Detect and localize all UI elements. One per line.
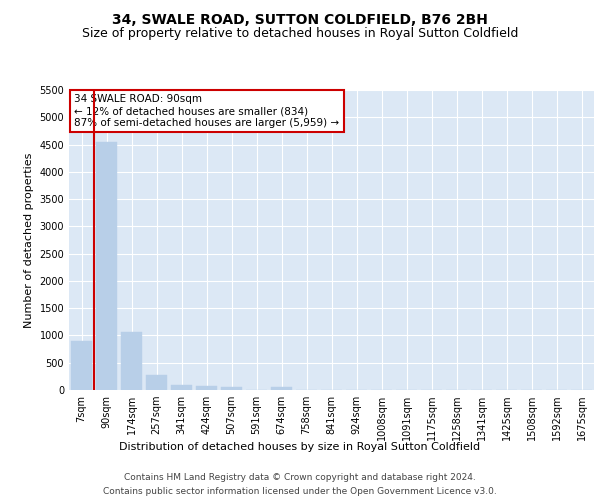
Bar — [96, 142, 117, 390]
Text: 34, SWALE ROAD, SUTTON COLDFIELD, B76 2BH: 34, SWALE ROAD, SUTTON COLDFIELD, B76 2B… — [112, 12, 488, 26]
Text: Contains public sector information licensed under the Open Government Licence v3: Contains public sector information licen… — [103, 488, 497, 496]
Y-axis label: Number of detached properties: Number of detached properties — [24, 152, 34, 328]
Text: Contains HM Land Registry data © Crown copyright and database right 2024.: Contains HM Land Registry data © Crown c… — [124, 472, 476, 482]
Bar — [196, 386, 217, 390]
Bar — [121, 332, 142, 390]
Bar — [171, 385, 192, 390]
Bar — [71, 341, 92, 390]
Text: Distribution of detached houses by size in Royal Sutton Coldfield: Distribution of detached houses by size … — [119, 442, 481, 452]
Bar — [146, 374, 167, 390]
Text: Size of property relative to detached houses in Royal Sutton Coldfield: Size of property relative to detached ho… — [82, 28, 518, 40]
Bar — [221, 388, 242, 390]
Bar — [271, 386, 292, 390]
Text: 34 SWALE ROAD: 90sqm
← 12% of detached houses are smaller (834)
87% of semi-deta: 34 SWALE ROAD: 90sqm ← 12% of detached h… — [74, 94, 340, 128]
